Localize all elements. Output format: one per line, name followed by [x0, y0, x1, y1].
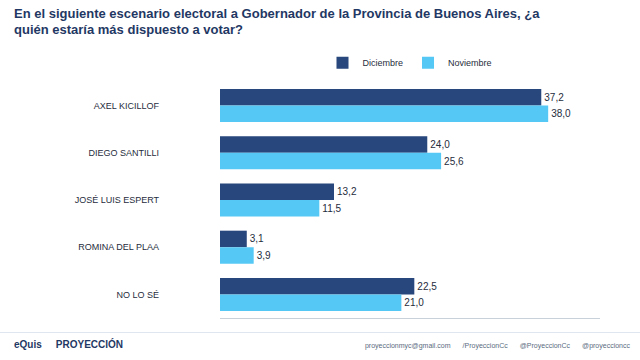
svg-text:Noviembre: Noviembre [448, 58, 492, 68]
svg-text:25,6: 25,6 [444, 156, 464, 167]
svg-text:21,0: 21,0 [404, 297, 424, 308]
svg-text:NO LO SÉ: NO LO SÉ [116, 290, 159, 300]
svg-text:13,2: 13,2 [337, 186, 357, 197]
svg-text:3,9: 3,9 [257, 250, 271, 261]
svg-text:24,0: 24,0 [430, 139, 450, 150]
svg-text:11,5: 11,5 [322, 203, 341, 214]
html-text:En el siguiente escenario elec: En el siguiente escenario electoral a Go… [14, 6, 540, 37]
svg-text:37,2: 37,2 [544, 92, 564, 103]
svg-text:DIEGO SANTILLI: DIEGO SANTILLI [88, 148, 159, 158]
svg-text:22,5: 22,5 [417, 281, 437, 292]
html-text:/ProyeccionCc: /ProyeccionCc [462, 342, 508, 349]
svg-text:Diciembre: Diciembre [363, 58, 404, 68]
html-text:PROYECCIÓN: PROYECCIÓN [55, 339, 123, 350]
svg-text:3,1: 3,1 [250, 233, 264, 244]
html-text:proyeccionmyc@gmail.com: proyeccionmyc@gmail.com [364, 342, 451, 349]
svg-text:38,0: 38,0 [551, 108, 571, 119]
svg-text:ROMINA DEL PLAA: ROMINA DEL PLAA [78, 242, 159, 252]
svg-text:JOSÉ LUIS ESPERT: JOSÉ LUIS ESPERT [75, 195, 160, 205]
html-text:eQuis: eQuis [14, 339, 42, 350]
html-text:@proyeccioncc: @proyeccioncc [582, 342, 630, 349]
html-text:@ProyeccionCc: @ProyeccionCc [519, 342, 570, 349]
svg-text:AXEL KICILLOF: AXEL KICILLOF [94, 101, 160, 111]
